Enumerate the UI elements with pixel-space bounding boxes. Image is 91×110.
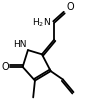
- Text: HN: HN: [14, 40, 27, 49]
- Text: O: O: [66, 2, 74, 12]
- Text: H$_2$N: H$_2$N: [32, 16, 51, 29]
- Text: O: O: [1, 62, 9, 72]
